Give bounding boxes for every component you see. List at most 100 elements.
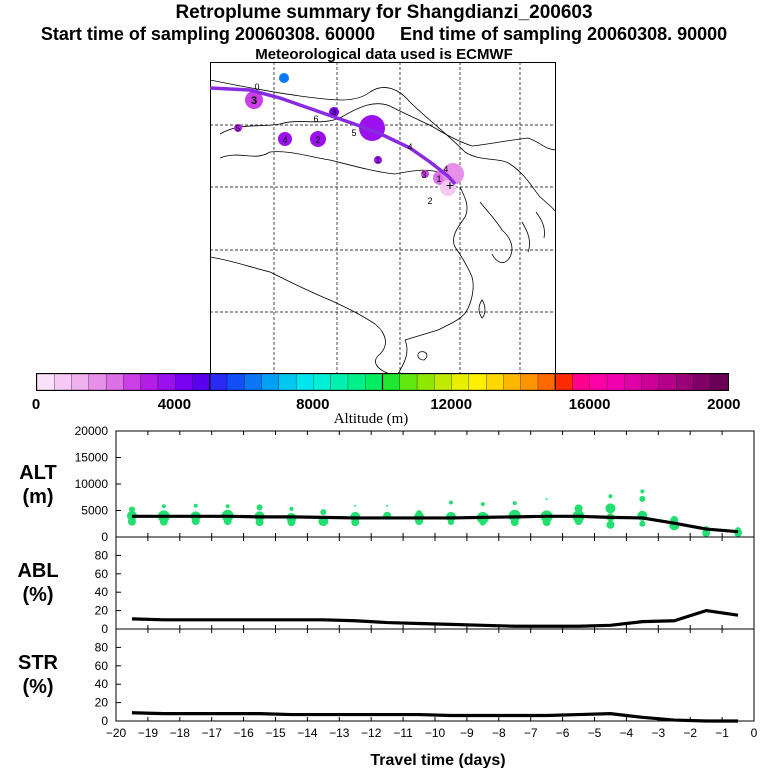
series-line-alt	[131, 514, 739, 534]
altitude-point	[287, 518, 296, 527]
colorbar-cell	[261, 373, 280, 391]
altitude-colorbar: 0 4000 8000 12000 16000 20000 Altitude (…	[32, 373, 740, 427]
y-tick-label: 0	[101, 622, 108, 636]
y-tick-label: 0	[101, 530, 108, 544]
colorbar-cells	[36, 373, 729, 391]
y-tick-label: 10000	[75, 477, 109, 491]
map-label: 4	[407, 142, 412, 152]
colorbar-tick: 4000	[158, 396, 191, 413]
colorbar-cell	[347, 373, 366, 391]
x-tick-label: −3	[651, 726, 665, 740]
colorbar-cell	[365, 373, 383, 391]
colorbar-cell	[641, 373, 660, 391]
map-label: 2	[427, 196, 432, 206]
colorbar-ticks: 0 4000 8000 12000 16000 20000	[32, 396, 740, 413]
y-axis-label: ALT	[19, 462, 56, 484]
map-label: 5	[351, 128, 356, 138]
x-tick-label: −1	[715, 726, 729, 740]
plume-blob-3	[234, 124, 242, 132]
russia-border	[210, 79, 556, 213]
colorbar-cell	[589, 373, 608, 391]
altitude-point	[608, 494, 613, 499]
colorbar-tick: 12000	[430, 396, 472, 413]
altitude-point	[542, 518, 551, 527]
colorbar-cell	[157, 373, 176, 391]
colorbar-cell	[209, 373, 228, 391]
china-north-border	[219, 151, 446, 175]
map-label: 1	[436, 174, 441, 184]
y-tick-label: 40	[95, 585, 109, 599]
korea-coast	[479, 201, 513, 263]
altitude-point	[640, 489, 645, 494]
map-label: 0	[254, 82, 259, 92]
taiwan	[478, 299, 486, 319]
altitude-point	[479, 519, 486, 526]
sampling-time-subtitle: Start time of sampling 20060308. 60000 E…	[0, 24, 768, 45]
colorbar-cell	[36, 373, 55, 391]
y-tick-label: 60	[95, 567, 109, 581]
y-tick-label: 40	[95, 677, 109, 691]
altitude-point	[289, 506, 294, 511]
y-axis-label: (%)	[22, 584, 53, 606]
panel-frame	[115, 628, 755, 722]
map-label: 3	[332, 108, 337, 117]
series-line-abl	[131, 609, 739, 628]
altitude-point	[256, 504, 263, 511]
y-tick-label: 5000	[81, 504, 108, 518]
colorbar-cell	[105, 373, 124, 391]
x-tick-label: −14	[297, 726, 318, 740]
japan	[521, 211, 545, 253]
start-time-label: Start time of sampling 20060308. 60000	[40, 24, 375, 44]
altitude-point	[127, 517, 136, 526]
map-label: 4	[282, 135, 287, 145]
colorbar-cell	[123, 373, 142, 391]
colorbar-frame	[36, 373, 729, 391]
y-tick-label: 80	[95, 640, 109, 654]
colorbar-cell	[658, 373, 677, 391]
x-tick-label: −17	[202, 726, 223, 740]
colorbar-cell	[520, 373, 539, 391]
mongolia-border	[219, 103, 556, 151]
colorbar-cell	[555, 373, 573, 391]
y-tick-label: 15000	[75, 451, 109, 465]
x-tick-label: −7	[524, 726, 538, 740]
colorbar-cell	[606, 373, 625, 391]
altitude-point	[639, 520, 646, 527]
x-tick-label: −12	[361, 726, 382, 740]
map-label: 4	[444, 165, 449, 174]
map-label: 3	[251, 95, 257, 107]
end-time-label: End time of sampling 20060308. 90000	[400, 24, 728, 44]
colorbar-label: Altitude (m)	[334, 411, 409, 427]
trajectory-points: 3 0 5 4 2 3 1 2 6 5 4 3 1 4 +	[210, 73, 464, 206]
indochina-coast	[374, 323, 408, 374]
colorbar-cell	[295, 373, 314, 391]
altitude-point	[605, 503, 616, 514]
x-tick-label: −9	[460, 726, 474, 740]
plume-blob-1	[245, 91, 263, 109]
x-tick-label: −4	[620, 726, 634, 740]
colorbar-cell	[572, 373, 591, 391]
sampling-site-marker: +	[446, 177, 454, 193]
plume-blob-5	[310, 131, 326, 147]
y-tick-label: 60	[95, 659, 109, 673]
altitude-point	[574, 504, 583, 513]
altitude-point	[448, 500, 453, 505]
trajectory-line	[210, 86, 457, 186]
altitude-point	[512, 501, 517, 506]
colorbar-cell	[451, 373, 470, 391]
hainan	[417, 351, 428, 361]
altitude-point	[223, 517, 232, 526]
colorbar-cell	[226, 373, 245, 391]
x-tick-label: −20	[106, 726, 127, 740]
map-label: 1	[376, 156, 381, 165]
x-tick-label: −13	[329, 726, 350, 740]
plume-blob-8	[374, 156, 382, 164]
tibet-boundary	[210, 256, 376, 325]
altitude-point	[320, 509, 327, 516]
timeseries-panels: 20000150001000050000ALT(m)806040200ABL(%…	[17, 425, 757, 768]
altitude-point	[447, 519, 454, 526]
china-coast	[404, 186, 474, 341]
colorbar-cell	[416, 373, 435, 391]
y-axis-label: STR	[18, 652, 59, 674]
x-tick-label: −18	[170, 726, 191, 740]
